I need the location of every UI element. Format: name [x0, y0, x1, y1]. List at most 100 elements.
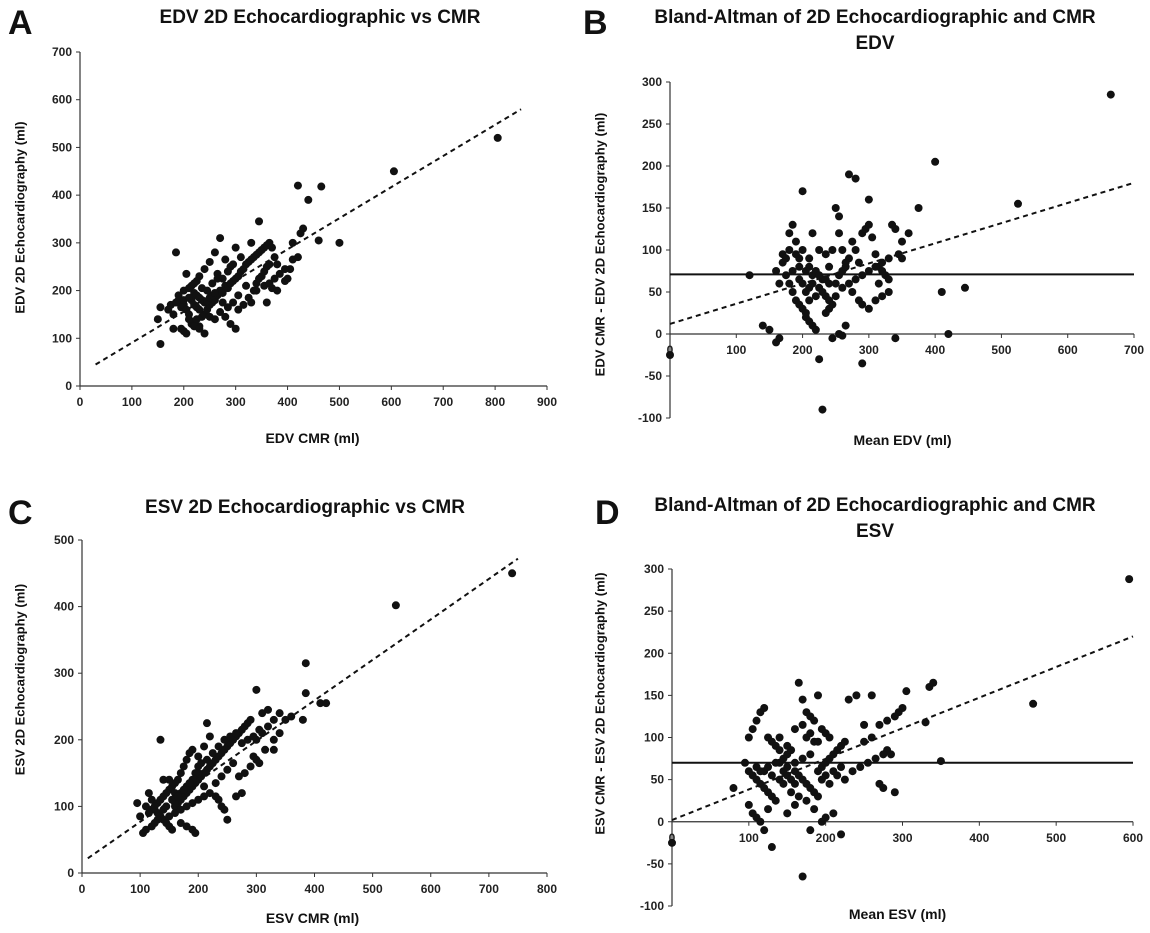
x-tick-label: 600 [1058, 343, 1078, 357]
data-point [795, 275, 804, 284]
data-point [141, 802, 150, 811]
panel-d: D Bland-Altman of 2D Echocardiographic a… [575, 466, 1150, 933]
data-point [790, 725, 799, 734]
data-point [806, 750, 815, 759]
data-point [184, 293, 193, 302]
data-point [239, 300, 248, 309]
data-point [197, 759, 206, 768]
y-tick-label: 200 [52, 284, 72, 298]
data-point [218, 298, 227, 307]
data-point [162, 802, 171, 811]
data-point [886, 750, 895, 759]
data-point [838, 246, 847, 254]
data-point [756, 817, 765, 826]
panel-c: C ESV 2D Echocardiographic vs CMR 0 100 20… [0, 466, 575, 933]
data-point [165, 812, 174, 821]
data-point [159, 775, 168, 784]
panel-letter: A [8, 4, 33, 42]
data-point [275, 269, 284, 278]
data-point [194, 795, 203, 804]
data-point [255, 217, 264, 226]
y-tick-label: 0 [655, 327, 662, 341]
y-axis-label: EDV CMR - EDV 2D Echocardiography (ml) [592, 112, 608, 377]
data-point [229, 759, 238, 768]
data-point [280, 265, 289, 274]
data-point [798, 872, 807, 881]
data-point [283, 274, 292, 283]
data-point [247, 298, 256, 307]
data-point [783, 741, 792, 750]
data-point [851, 275, 860, 284]
data-point [169, 324, 178, 333]
data-point [1014, 199, 1022, 208]
y-tick-label: 200 [54, 733, 74, 747]
data-point [208, 749, 217, 758]
data-point [136, 812, 145, 821]
data-point [808, 279, 817, 288]
data-point [835, 212, 844, 221]
data-point [775, 334, 784, 343]
x-tick-label: 800 [537, 882, 557, 896]
data-point [794, 792, 803, 801]
y-tick-label: -100 [640, 899, 664, 913]
data-point [798, 695, 807, 704]
y-tick-label: 500 [54, 533, 74, 547]
data-point [293, 253, 302, 262]
data-point [169, 310, 178, 319]
data-point [237, 739, 246, 748]
data-point [778, 258, 787, 267]
data-point [825, 262, 834, 271]
data-point [258, 709, 267, 718]
data-point [322, 699, 331, 708]
data-point [247, 238, 256, 247]
data-point [173, 792, 182, 801]
data-point [815, 246, 824, 254]
data-point [221, 255, 230, 264]
x-tick-label: 200 [816, 831, 836, 845]
data-point [202, 719, 211, 728]
data-point [298, 715, 307, 724]
data-point [293, 181, 302, 190]
data-point [156, 303, 165, 312]
data-point [825, 733, 834, 742]
x-axis-label: EDV CMR (ml) [265, 430, 360, 446]
y-tick-label: 700 [52, 45, 72, 59]
data-point [210, 248, 219, 257]
data-point [391, 601, 400, 610]
data-point [848, 288, 857, 296]
data-point [195, 324, 204, 333]
data-point [806, 729, 815, 738]
data-point [867, 733, 876, 742]
data-point [790, 800, 799, 809]
data-point [841, 258, 850, 267]
data-point [848, 237, 857, 246]
data-point [668, 838, 676, 847]
data-point [150, 819, 159, 828]
y-tick-label: -50 [647, 857, 665, 871]
data-point [184, 315, 193, 324]
data-point [220, 735, 229, 744]
data-point [851, 246, 860, 254]
data-point [269, 735, 278, 744]
data-point [226, 732, 235, 741]
data-point [176, 769, 185, 778]
data-point [808, 229, 817, 238]
data-point [275, 709, 284, 718]
data-point [185, 749, 194, 758]
data-point [389, 167, 398, 176]
data-point [1106, 90, 1115, 99]
data-point [771, 758, 780, 767]
data-point [771, 796, 780, 805]
data-point [864, 304, 873, 313]
data-point [144, 789, 153, 798]
x-tick-label: 500 [1046, 831, 1066, 845]
data-point [775, 746, 784, 755]
data-point [229, 260, 238, 269]
y-tick-label: 50 [649, 285, 663, 299]
data-point [205, 732, 214, 741]
x-tick-label: 700 [479, 882, 499, 896]
data-point [748, 725, 757, 734]
data-point [871, 262, 880, 271]
data-point [937, 288, 946, 296]
data-point [840, 737, 849, 746]
